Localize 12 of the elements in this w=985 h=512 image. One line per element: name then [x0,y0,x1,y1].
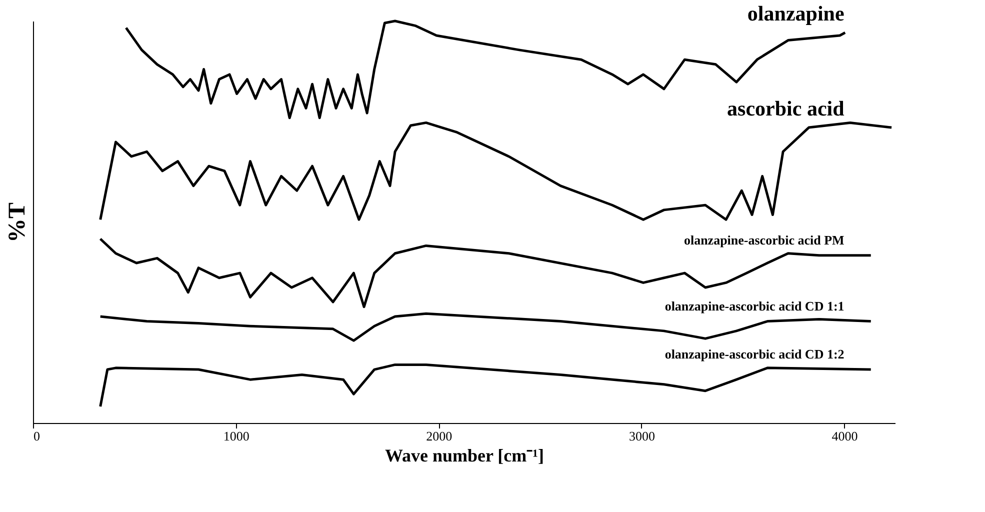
x-tick-label: 0 [34,428,40,444]
series-label: olanzapine [747,2,844,26]
x-tick-label: 2000 [426,428,452,444]
x-tick-label: 3000 [628,428,655,444]
y-axis-title: %T [4,202,30,243]
x-axis-title: Wave number [cm⁻¹] [384,446,544,466]
series-label: olanzapine-ascorbic acid CD 1:1 [664,298,844,314]
x-tick-label: 1000 [223,428,250,444]
series-label: olanzapine-ascorbic acid CD 1:2 [664,346,844,362]
series-label: olanzapine-ascorbic acid PM [684,232,844,248]
series-label: ascorbic acid [727,96,845,121]
x-tick-label: 4000 [832,428,858,444]
